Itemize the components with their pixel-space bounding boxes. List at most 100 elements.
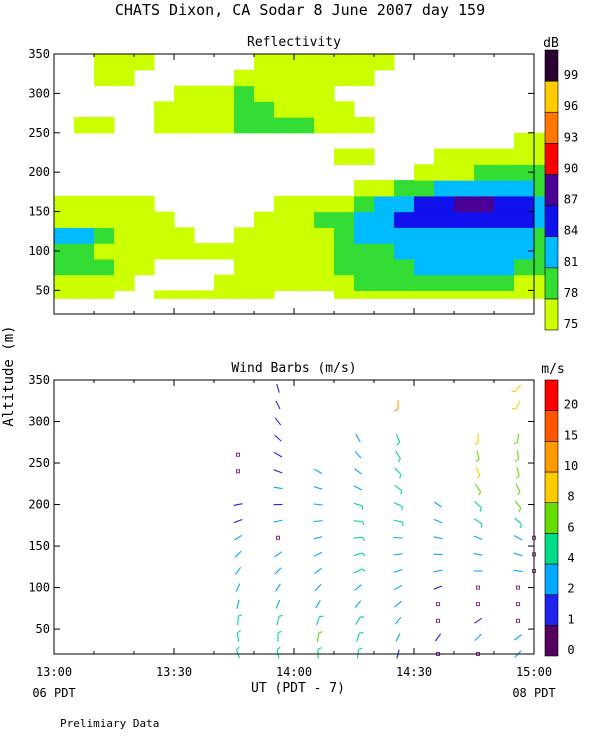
wind-barb bbox=[393, 584, 403, 591]
reflectivity-cell bbox=[454, 274, 475, 291]
reflectivity-cell bbox=[74, 258, 95, 276]
reflectivity-cell bbox=[474, 180, 495, 197]
reflectivity-cell bbox=[334, 117, 355, 134]
colorbar-label: 75 bbox=[564, 317, 578, 331]
reflectivity-cell bbox=[434, 148, 455, 165]
wind-barb bbox=[473, 617, 483, 624]
reflectivity-cell bbox=[374, 180, 395, 197]
wind-barb bbox=[237, 614, 243, 626]
reflectivity-cell bbox=[414, 227, 435, 244]
reflectivity-cell bbox=[54, 211, 75, 228]
wind-axes: 50 100 150 200 250 300 350 bbox=[28, 373, 535, 654]
y-tick-label: 100 bbox=[28, 244, 50, 258]
colorbar-label: 99 bbox=[564, 68, 578, 82]
wind-barb bbox=[474, 483, 482, 496]
y-tick-label: 50 bbox=[36, 622, 50, 636]
reflectivity-cell bbox=[94, 243, 115, 260]
wind-barb-calm bbox=[476, 585, 480, 590]
y-tick-label: 50 bbox=[36, 283, 50, 297]
wind-barb bbox=[394, 400, 399, 412]
reflectivity-cell bbox=[174, 243, 195, 260]
reflectivity-cell bbox=[94, 227, 115, 244]
reflectivity-cell bbox=[154, 101, 175, 118]
colorbar-label: 84 bbox=[564, 224, 578, 238]
colorbar-swatch bbox=[544, 205, 559, 237]
wind-barb bbox=[354, 600, 362, 608]
reflectivity-cell bbox=[314, 117, 335, 134]
reflectivity-cell bbox=[274, 85, 295, 102]
x-axis-label: UT (PDT - 7) bbox=[251, 681, 345, 696]
reflectivity-cell bbox=[74, 211, 95, 228]
reflectivity-cell bbox=[74, 243, 95, 260]
reflectivity-cell bbox=[274, 227, 295, 244]
reflectivity-cell bbox=[394, 227, 415, 244]
y-tick-label: 200 bbox=[28, 498, 50, 512]
reflectivity-cell bbox=[254, 101, 275, 118]
reflectivity-cell bbox=[374, 195, 395, 213]
reflectivity-cell bbox=[54, 274, 75, 291]
reflectivity-cell bbox=[134, 211, 155, 228]
colorbar-label: 81 bbox=[564, 255, 578, 269]
reflectivity-cell bbox=[514, 227, 535, 244]
wind-barb bbox=[433, 536, 443, 540]
wind-barb bbox=[354, 450, 362, 459]
reflectivity-cell bbox=[54, 243, 75, 260]
reflectivity-cell bbox=[274, 69, 295, 87]
reflectivity-cell bbox=[314, 211, 335, 228]
reflectivity-cell bbox=[194, 101, 215, 118]
wind-barb bbox=[233, 503, 243, 506]
wind-barb bbox=[274, 567, 282, 575]
reflectivity-cell bbox=[314, 101, 335, 118]
y-tick-label: 300 bbox=[28, 415, 50, 429]
reflectivity-cell bbox=[334, 54, 355, 71]
reflectivity-cell bbox=[474, 195, 495, 213]
wind-barb bbox=[394, 600, 402, 608]
wind-barb bbox=[353, 568, 366, 574]
reflectivity-cell bbox=[374, 54, 395, 71]
reflectivity-cell bbox=[274, 211, 295, 228]
reflectivity-cell bbox=[454, 164, 475, 181]
reflectivity-cell bbox=[354, 274, 375, 291]
reflectivity-cell bbox=[534, 290, 555, 299]
wind-barb bbox=[395, 633, 401, 642]
reflectivity-cell bbox=[334, 101, 355, 118]
reflectivity-cell bbox=[414, 164, 435, 181]
wind-barb bbox=[277, 630, 282, 642]
reflectivity-cell bbox=[494, 164, 515, 181]
wind-barb bbox=[276, 614, 283, 626]
wind-barb bbox=[354, 584, 362, 591]
reflectivity-cell bbox=[394, 274, 415, 291]
reflectivity-cell bbox=[234, 258, 255, 276]
reflectivity-cell bbox=[294, 85, 315, 102]
reflectivity-cell bbox=[394, 243, 415, 260]
reflectivity-cell bbox=[374, 258, 395, 276]
colorbar-label: 93 bbox=[564, 130, 578, 144]
y-tick-label: 100 bbox=[28, 581, 50, 595]
wind-barb bbox=[236, 630, 241, 642]
wind-barb bbox=[393, 502, 403, 511]
reflectivity-cell bbox=[374, 211, 395, 228]
reflectivity-cell bbox=[514, 148, 535, 165]
reflectivity-cell bbox=[514, 132, 535, 150]
wind-barb bbox=[275, 599, 281, 609]
reflectivity-cell bbox=[394, 211, 415, 228]
reflectivity-cell bbox=[474, 258, 495, 276]
wind-barb bbox=[475, 467, 481, 479]
wind-barb-calm bbox=[516, 618, 520, 623]
reflectivity-cell bbox=[94, 258, 115, 276]
wind-barb bbox=[514, 450, 519, 462]
wind-barb bbox=[316, 631, 323, 642]
wind-barb bbox=[313, 503, 323, 506]
reflectivity-cell bbox=[114, 258, 135, 276]
reflectivity-cell bbox=[474, 274, 495, 291]
reflectivity-cell bbox=[74, 117, 95, 134]
reflectivity-cell bbox=[354, 243, 375, 260]
reflectivity-cell bbox=[454, 227, 475, 244]
wind-barb bbox=[276, 646, 281, 659]
wind-barb bbox=[393, 536, 403, 539]
reflectivity-cell bbox=[494, 195, 515, 213]
reflectivity-cell bbox=[394, 290, 415, 299]
reflectivity-cell bbox=[234, 243, 255, 260]
reflectivity-cell bbox=[294, 243, 315, 260]
